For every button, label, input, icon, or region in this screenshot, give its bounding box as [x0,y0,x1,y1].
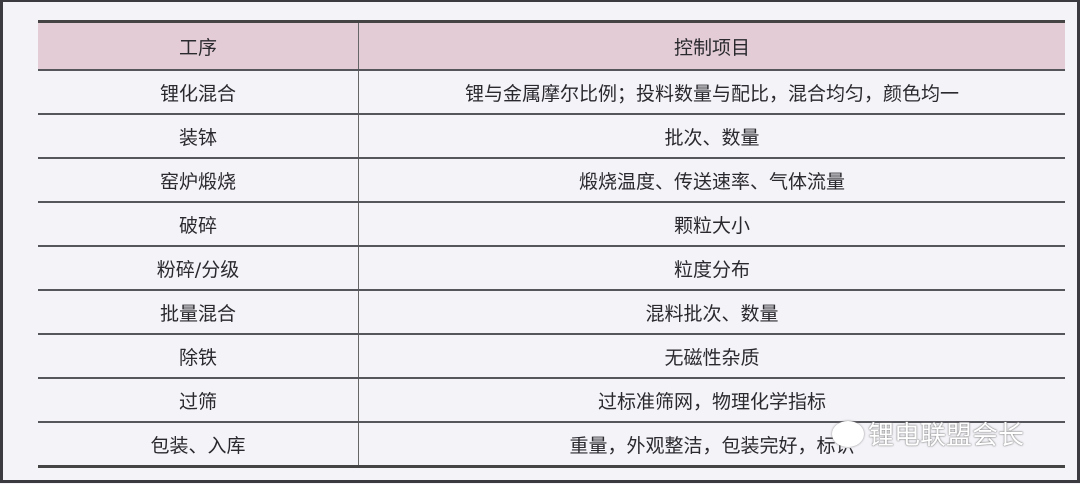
control-item-cell: 批次、数量 [358,114,1065,159]
table-row: 锂化混合 锂与金属摩尔比例；投料数量与配比，混合均匀，颜色均一 [38,70,1065,115]
table-row: 装钵 批次、数量 [38,114,1065,159]
table-row: 过筛 过标准筛网，物理化学指标 [38,378,1065,423]
table-row: 粉碎/分级 粒度分布 [38,246,1065,291]
control-item-cell: 重量，外观整洁，包装完好，标识 [358,422,1065,468]
watermark: 锂电联盟会长 [832,415,1024,452]
control-item-cell: 无磁性杂质 [358,334,1065,379]
process-cell: 包装、入库 [38,422,359,468]
header-control-items: 控制项目 [358,21,1065,71]
wechat-icon [832,420,864,447]
control-item-cell: 粒度分布 [358,246,1065,291]
process-cell: 窑炉煅烧 [38,158,359,203]
table-row: 窑炉煅烧 煅烧温度、传送速率、气体流量 [38,158,1065,203]
control-item-cell: 过标准筛网，物理化学指标 [358,378,1065,423]
control-item-cell: 锂与金属摩尔比例；投料数量与配比，混合均匀，颜色均一 [358,70,1065,115]
table-header-row: 工序 控制项目 [38,21,1065,71]
process-control-table: 工序 控制项目 锂化混合 锂与金属摩尔比例；投料数量与配比，混合均匀，颜色均一 装钵… [38,20,1065,468]
process-cell: 装钵 [38,114,359,159]
process-cell: 破碎 [38,202,359,247]
control-item-cell: 混料批次、数量 [358,290,1065,335]
table-row: 批量混合 混料批次、数量 [38,290,1065,335]
process-cell: 过筛 [38,378,359,423]
control-item-cell: 颗粒大小 [358,202,1065,247]
table-row: 除铁 无磁性杂质 [38,334,1065,379]
process-cell: 锂化混合 [38,70,359,115]
process-cell: 除铁 [38,334,359,379]
watermark-text: 锂电联盟会长 [868,421,1025,451]
table-row: 包装、入库 重量，外观整洁，包装完好，标识 [38,422,1065,468]
process-cell: 粉碎/分级 [38,246,359,291]
process-cell: 批量混合 [38,290,359,335]
table-row: 破碎 颗粒大小 [38,202,1065,247]
header-process: 工序 [38,21,359,71]
control-item-cell: 煅烧温度、传送速率、气体流量 [358,158,1065,203]
